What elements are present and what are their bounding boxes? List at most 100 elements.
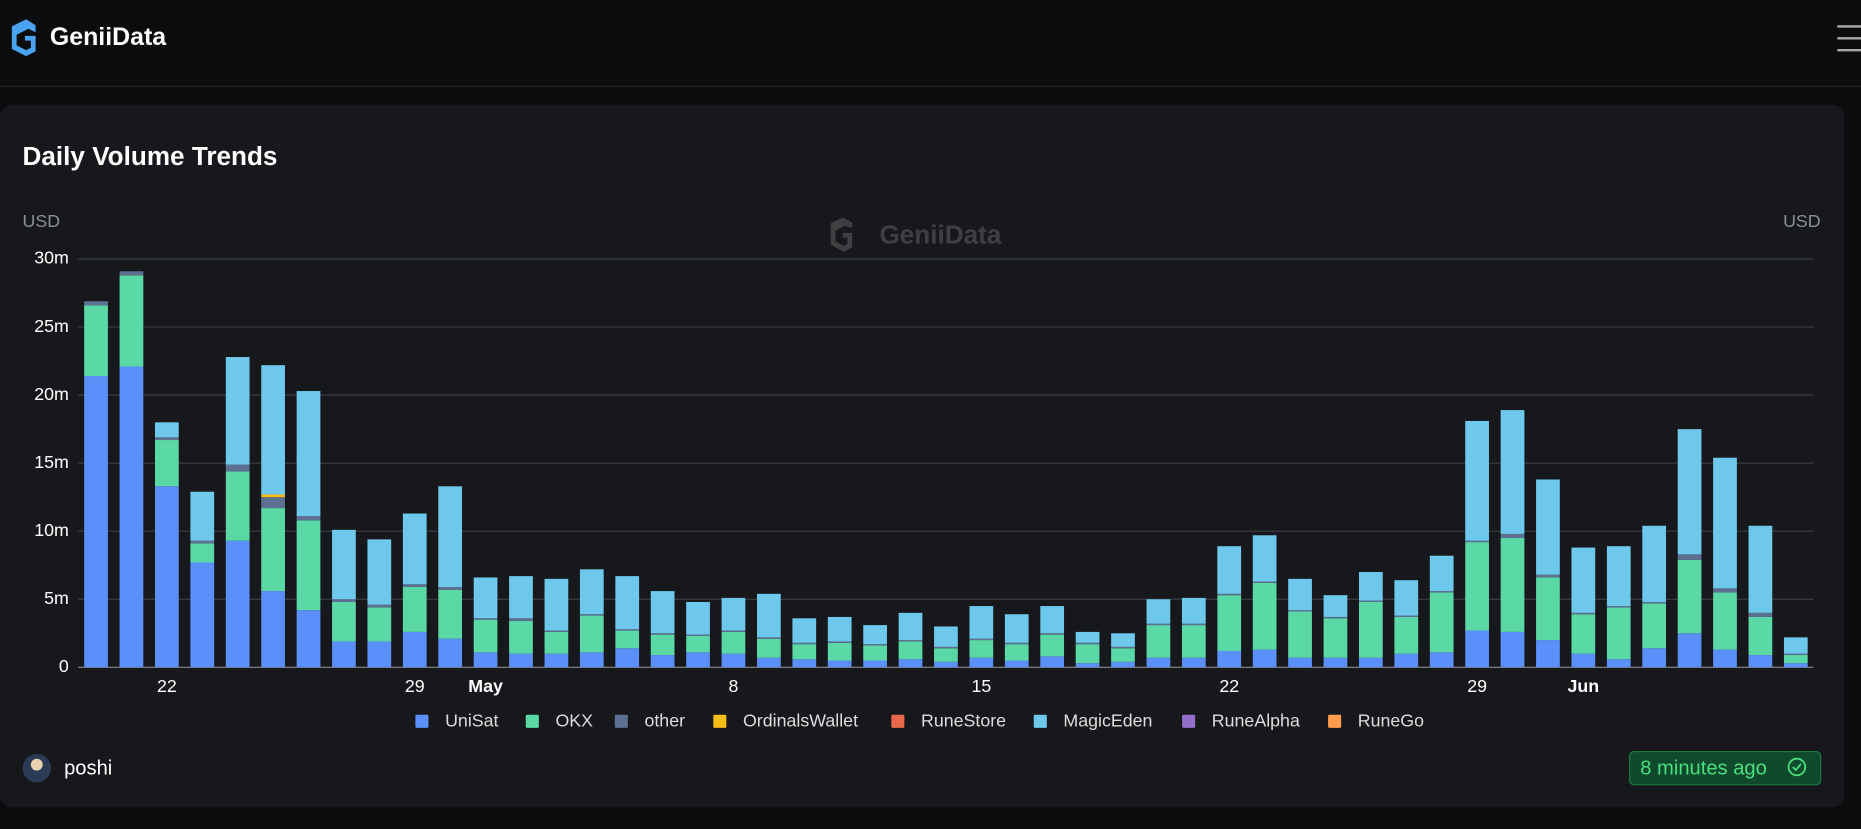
bar-segment	[1181, 657, 1206, 668]
bar-segment	[1677, 559, 1702, 634]
bar-segment	[1111, 633, 1135, 647]
bar-segment	[438, 486, 463, 588]
bar-segment	[544, 653, 569, 668]
bar-segment	[686, 652, 710, 668]
bar-segment	[367, 539, 392, 605]
bar-segment	[650, 591, 675, 634]
bar-segment	[898, 659, 923, 668]
bar-segment	[190, 562, 215, 668]
author[interactable]: poshi	[22, 753, 113, 783]
bar-segment	[969, 638, 994, 641]
bar-segment	[757, 593, 781, 638]
legend: UniSat OKX other OrdinalsWallet RuneStore Mag…	[415, 711, 1424, 731]
legend-swatch	[1328, 714, 1342, 728]
watermark: GeniiData	[830, 217, 1002, 252]
bar-segment	[1642, 648, 1667, 668]
y-tick-label: 0	[59, 656, 69, 676]
updated-time: 8 minutes ago	[1640, 758, 1767, 780]
x-tick-label: 29	[1467, 676, 1487, 696]
check-mark	[1792, 763, 1802, 772]
legend-label: RuneStore	[921, 711, 1006, 731]
bar-segment	[650, 633, 675, 635]
bar-segment	[1536, 574, 1560, 578]
bar-segment	[757, 638, 781, 658]
bar-segment	[1571, 547, 1596, 613]
bar-segment	[721, 631, 746, 654]
legend-label: OrdinalsWallet	[743, 711, 858, 731]
bar-segment	[792, 644, 817, 660]
y2-axis-label: USD	[1783, 211, 1821, 231]
chart-title: Daily Volume Trends	[23, 141, 278, 171]
bar-segment	[1465, 630, 1489, 668]
y-tick-label: 30m	[34, 248, 69, 268]
bar-segment	[261, 591, 285, 668]
bar-segment	[1040, 606, 1065, 634]
bar-segment	[1252, 649, 1277, 668]
bar-segment	[473, 577, 498, 619]
bar-segment	[579, 615, 604, 653]
bar-segment	[1288, 657, 1312, 668]
bar-segment	[296, 391, 321, 517]
logo[interactable]: GeniiData	[11, 19, 167, 57]
bar-segment	[792, 642, 817, 645]
bar-segment	[1181, 623, 1206, 626]
bar-segment	[332, 601, 356, 642]
bar-segment	[827, 616, 852, 642]
bar-segment	[509, 653, 533, 668]
bar-segment	[1252, 535, 1277, 582]
bar-segment	[934, 661, 958, 668]
y-tick-label: 10m	[34, 520, 69, 540]
bar-segment	[225, 357, 250, 465]
bar-segment	[1642, 601, 1667, 604]
bar-segment	[969, 640, 994, 658]
bar-segment	[367, 641, 392, 668]
bar-segment	[225, 471, 250, 541]
bar-segment	[1713, 588, 1737, 593]
bar-segment	[1500, 410, 1525, 534]
bar-segment	[473, 652, 498, 668]
bar-segment	[1394, 580, 1419, 616]
bar-segment	[1040, 633, 1065, 635]
bar-segment	[296, 516, 321, 521]
legend-label: RuneAlpha	[1212, 711, 1300, 731]
bar-segment	[261, 494, 285, 498]
bar-segment	[1359, 657, 1383, 668]
bar-segment	[615, 648, 640, 668]
bar-segment	[261, 365, 285, 495]
bar-segment	[402, 584, 427, 588]
bar-segment	[1748, 616, 1773, 656]
bar-segment	[1783, 653, 1808, 656]
bar-segment	[1783, 637, 1808, 654]
bar-segment	[1606, 607, 1631, 660]
menu-button[interactable]	[1837, 25, 1861, 52]
watermark-text: GeniiData	[879, 219, 1001, 249]
bar-segment	[154, 440, 179, 487]
bar-segment	[1500, 538, 1525, 632]
bar-segment	[1677, 633, 1702, 668]
bar-segment	[1217, 546, 1242, 594]
x-tick-label: Jun	[1568, 676, 1600, 696]
bar-segment	[1465, 420, 1489, 541]
bar-segment	[1642, 525, 1667, 602]
bar-segment	[1252, 581, 1277, 583]
bar-segment	[154, 437, 179, 441]
bar-segment	[1606, 546, 1631, 607]
bar-segment	[84, 376, 108, 668]
bar-segment	[119, 275, 144, 367]
bar-segment	[332, 529, 356, 600]
bar-segment	[1040, 656, 1065, 668]
bar-segment	[1465, 542, 1489, 631]
bar-segment	[367, 607, 392, 642]
bar-segment	[1677, 429, 1702, 555]
bar-segment	[686, 634, 710, 637]
bar-segment	[1075, 631, 1100, 643]
bar-segment	[1075, 642, 1100, 645]
bar-segment	[438, 638, 463, 668]
bar-segment	[473, 619, 498, 653]
bar-segment	[1429, 652, 1454, 668]
bar-segment	[863, 660, 887, 668]
bar-segment	[615, 629, 640, 631]
bar-segment	[1111, 648, 1135, 662]
bar-segment	[1536, 577, 1560, 641]
